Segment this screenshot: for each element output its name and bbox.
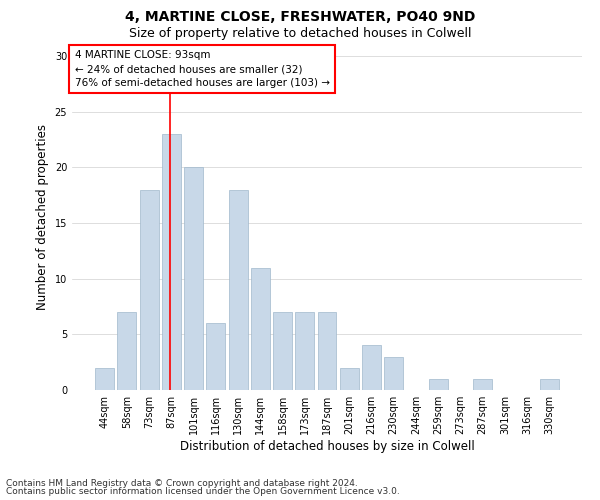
Text: Contains HM Land Registry data © Crown copyright and database right 2024.: Contains HM Land Registry data © Crown c… xyxy=(6,478,358,488)
Bar xyxy=(362,346,381,390)
Bar xyxy=(473,379,492,390)
Bar xyxy=(184,168,203,390)
Text: Size of property relative to detached houses in Colwell: Size of property relative to detached ho… xyxy=(129,28,471,40)
Text: Contains public sector information licensed under the Open Government Licence v3: Contains public sector information licen… xyxy=(6,487,400,496)
Bar xyxy=(118,312,136,390)
Bar xyxy=(251,268,270,390)
Bar xyxy=(317,312,337,390)
Bar xyxy=(229,190,248,390)
Bar xyxy=(429,379,448,390)
Bar xyxy=(273,312,292,390)
Bar xyxy=(340,368,359,390)
Text: 4 MARTINE CLOSE: 93sqm
← 24% of detached houses are smaller (32)
76% of semi-det: 4 MARTINE CLOSE: 93sqm ← 24% of detached… xyxy=(74,50,329,88)
Bar xyxy=(162,134,181,390)
Y-axis label: Number of detached properties: Number of detached properties xyxy=(36,124,49,310)
Bar xyxy=(540,379,559,390)
Bar xyxy=(295,312,314,390)
Bar xyxy=(95,368,114,390)
Bar xyxy=(206,323,225,390)
X-axis label: Distribution of detached houses by size in Colwell: Distribution of detached houses by size … xyxy=(179,440,475,453)
Text: 4, MARTINE CLOSE, FRESHWATER, PO40 9ND: 4, MARTINE CLOSE, FRESHWATER, PO40 9ND xyxy=(125,10,475,24)
Bar xyxy=(384,356,403,390)
Bar xyxy=(140,190,158,390)
